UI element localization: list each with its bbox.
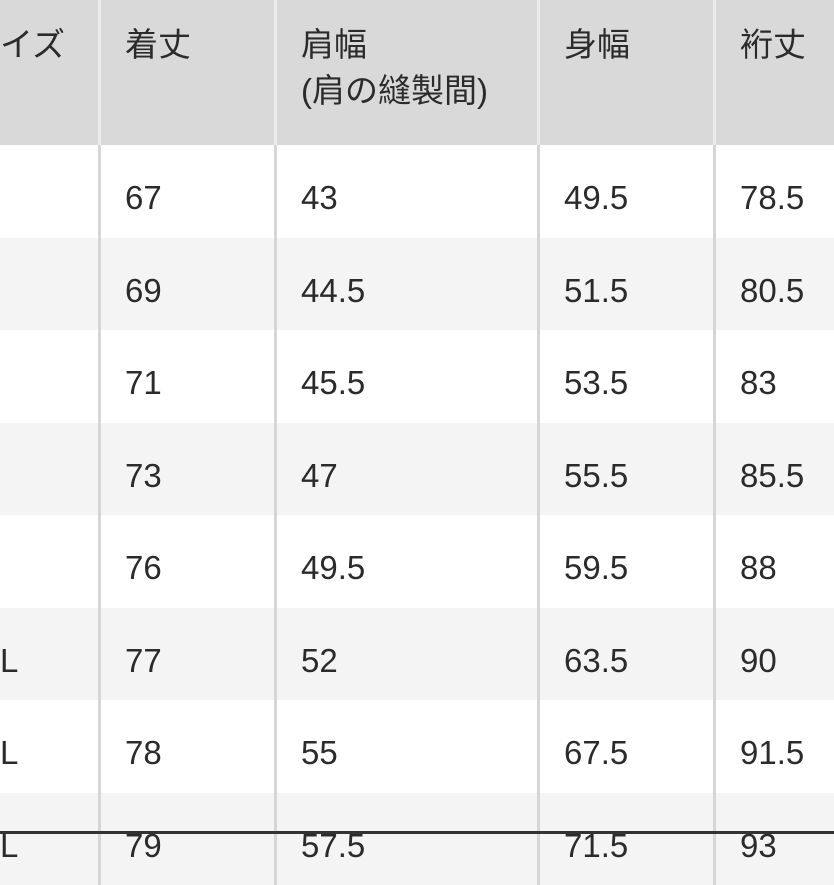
cell-size bbox=[0, 515, 101, 608]
header-size: イズ bbox=[0, 0, 101, 145]
cell-size: L bbox=[0, 793, 101, 885]
cell-length: 71 bbox=[101, 330, 277, 423]
cell-sleeve: 78.5 bbox=[716, 145, 834, 238]
header-length: 着丈 bbox=[101, 0, 277, 145]
cell-body-width: 63.5 bbox=[540, 608, 716, 701]
cell-size bbox=[0, 238, 101, 331]
cell-shoulder: 55 bbox=[277, 700, 540, 793]
cell-length: 77 bbox=[101, 608, 277, 701]
cell-size: L bbox=[0, 608, 101, 701]
cell-shoulder: 47 bbox=[277, 423, 540, 516]
cell-sleeve: 83 bbox=[716, 330, 834, 423]
cell-shoulder: 52 bbox=[277, 608, 540, 701]
cell-sleeve: 85.5 bbox=[716, 423, 834, 516]
cell-body-width: 67.5 bbox=[540, 700, 716, 793]
header-shoulder-sub: (肩の縫製間) bbox=[301, 68, 537, 114]
cell-sleeve: 90 bbox=[716, 608, 834, 701]
cell-sleeve: 80.5 bbox=[716, 238, 834, 331]
cell-length: 76 bbox=[101, 515, 277, 608]
header-shoulder: 肩幅 (肩の縫製間) bbox=[277, 0, 540, 145]
cell-sleeve: 91.5 bbox=[716, 700, 834, 793]
header-sleeve: 裄丈 bbox=[716, 0, 834, 145]
cell-length: 69 bbox=[101, 238, 277, 331]
cell-body-width: 53.5 bbox=[540, 330, 716, 423]
cell-length: 79 bbox=[101, 793, 277, 885]
cell-size bbox=[0, 330, 101, 423]
cell-shoulder: 57.5 bbox=[277, 793, 540, 885]
cell-length: 67 bbox=[101, 145, 277, 238]
cell-shoulder: 43 bbox=[277, 145, 540, 238]
cell-body-width: 51.5 bbox=[540, 238, 716, 331]
cell-body-width: 59.5 bbox=[540, 515, 716, 608]
cell-shoulder: 44.5 bbox=[277, 238, 540, 331]
header-shoulder-title: 肩幅 bbox=[301, 22, 537, 68]
cell-body-width: 55.5 bbox=[540, 423, 716, 516]
cell-body-width: 71.5 bbox=[540, 793, 716, 885]
cell-body-width: 49.5 bbox=[540, 145, 716, 238]
cell-length: 78 bbox=[101, 700, 277, 793]
cell-shoulder: 49.5 bbox=[277, 515, 540, 608]
cell-shoulder: 45.5 bbox=[277, 330, 540, 423]
table-header-row: イズ 着丈 肩幅 (肩の縫製間) 身幅 裄丈 bbox=[0, 0, 834, 145]
cell-size bbox=[0, 423, 101, 516]
cell-sleeve: 93 bbox=[716, 793, 834, 885]
cell-sleeve: 88 bbox=[716, 515, 834, 608]
cell-size: L bbox=[0, 700, 101, 793]
cell-length: 73 bbox=[101, 423, 277, 516]
cell-size bbox=[0, 145, 101, 238]
header-body-width: 身幅 bbox=[540, 0, 716, 145]
